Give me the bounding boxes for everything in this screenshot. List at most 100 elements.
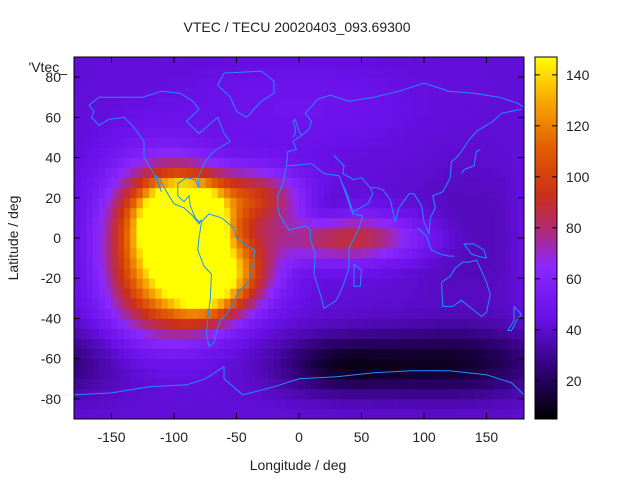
heatmap-cell: [286, 288, 294, 299]
heatmap-cell: [411, 378, 419, 390]
heatmap-cell: [180, 187, 187, 199]
heatmap-cell: [399, 298, 406, 309]
heatmap-cell: [280, 97, 287, 108]
heatmap-cell: [167, 57, 175, 68]
heatmap-cell: [186, 388, 194, 400]
heatmap-cell: [492, 248, 500, 259]
heatmap-cell: [92, 67, 100, 78]
heatmap-cell: [261, 298, 269, 309]
heatmap-cell: [274, 167, 281, 179]
heatmap-cell: [324, 197, 331, 209]
heatmap-cell: [361, 87, 369, 98]
heatmap-cell: [342, 177, 350, 189]
heatmap-cell: [349, 197, 356, 209]
heatmap-cell: [192, 328, 200, 339]
heatmap-cell: [442, 308, 450, 319]
heatmap-cell: [399, 248, 406, 259]
heatmap-cell: [136, 368, 144, 380]
heatmap-cell: [474, 318, 481, 329]
heatmap-cell: [80, 227, 87, 239]
heatmap-cell: [330, 207, 337, 219]
heatmap-cell: [124, 117, 131, 128]
heatmap-cell: [392, 137, 400, 148]
heatmap-cell: [424, 97, 431, 108]
heatmap-cell: [411, 398, 419, 410]
heatmap-cell: [199, 97, 206, 108]
heatmap-cell: [505, 268, 512, 279]
heatmap-cell: [330, 348, 337, 360]
heatmap-cell: [380, 248, 387, 259]
heatmap-cell: [105, 57, 112, 68]
heatmap-cell: [230, 348, 237, 360]
heatmap-cell: [305, 87, 312, 98]
heatmap-cell: [311, 348, 319, 360]
heatmap-cell: [224, 107, 231, 118]
heatmap-cell: [449, 338, 456, 350]
heatmap-cell: [236, 338, 244, 350]
heatmap-cell: [517, 258, 525, 269]
heatmap-cell: [449, 238, 456, 249]
heatmap-cell: [311, 127, 319, 138]
heatmap-cell: [255, 338, 262, 350]
heatmap-cell: [517, 57, 525, 68]
heatmap-cell: [236, 328, 244, 339]
heatmap-cell: [505, 378, 512, 390]
heatmap-cell: [374, 67, 381, 78]
heatmap-cell: [299, 288, 306, 299]
heatmap-cell: [186, 177, 194, 189]
heatmap-cell: [386, 207, 394, 219]
heatmap-cell: [80, 408, 87, 420]
heatmap-cell: [392, 77, 400, 88]
heatmap-cell: [92, 57, 100, 68]
heatmap-cell: [299, 238, 306, 249]
heatmap-cell: [161, 288, 169, 299]
heatmap-cell: [124, 358, 131, 370]
heatmap-cell: [174, 268, 181, 279]
heatmap-cell: [99, 288, 106, 299]
heatmap-cells: [74, 57, 525, 420]
heatmap-cell: [292, 157, 300, 169]
heatmap-cell: [367, 268, 375, 279]
heatmap-cell: [380, 298, 387, 309]
heatmap-cell: [480, 378, 487, 390]
heatmap-cell: [430, 258, 437, 269]
heatmap-cell: [74, 97, 81, 108]
heatmap-cell: [299, 358, 306, 370]
heatmap-cell: [486, 408, 494, 420]
heatmap-cell: [411, 117, 419, 128]
heatmap-cell: [292, 258, 300, 269]
heatmap-cell: [155, 348, 162, 360]
heatmap-cell: [511, 298, 519, 309]
heatmap-cell: [167, 117, 175, 128]
heatmap-cell: [149, 87, 156, 98]
heatmap-cell: [99, 217, 106, 229]
heatmap-cell: [361, 137, 369, 148]
heatmap-cell: [161, 258, 169, 269]
heatmap-cell: [330, 408, 337, 420]
heatmap-cell: [374, 378, 381, 390]
heatmap-cell: [242, 348, 250, 360]
heatmap-cell: [474, 268, 481, 279]
heatmap-cell: [242, 167, 250, 179]
heatmap-cell: [211, 157, 219, 169]
heatmap-cell: [386, 288, 394, 299]
heatmap-cell: [74, 298, 81, 309]
heatmap-cell: [442, 147, 450, 158]
heatmap-cell: [367, 378, 375, 390]
heatmap-cell: [274, 97, 281, 108]
heatmap-cell: [205, 167, 212, 179]
heatmap-cell: [230, 77, 237, 88]
heatmap-cell: [336, 197, 344, 209]
heatmap-cell: [367, 338, 375, 350]
heatmap-cell: [292, 368, 300, 380]
coastline-path: [197, 213, 256, 348]
heatmap-cell: [342, 107, 350, 118]
heatmap-cell: [217, 278, 225, 289]
heatmap-cell: [280, 328, 287, 339]
heatmap-cell: [186, 127, 194, 138]
heatmap-cell: [517, 137, 525, 148]
heatmap-cell: [367, 278, 375, 289]
heatmap-cell: [424, 197, 431, 209]
heatmap-cell: [330, 238, 337, 249]
